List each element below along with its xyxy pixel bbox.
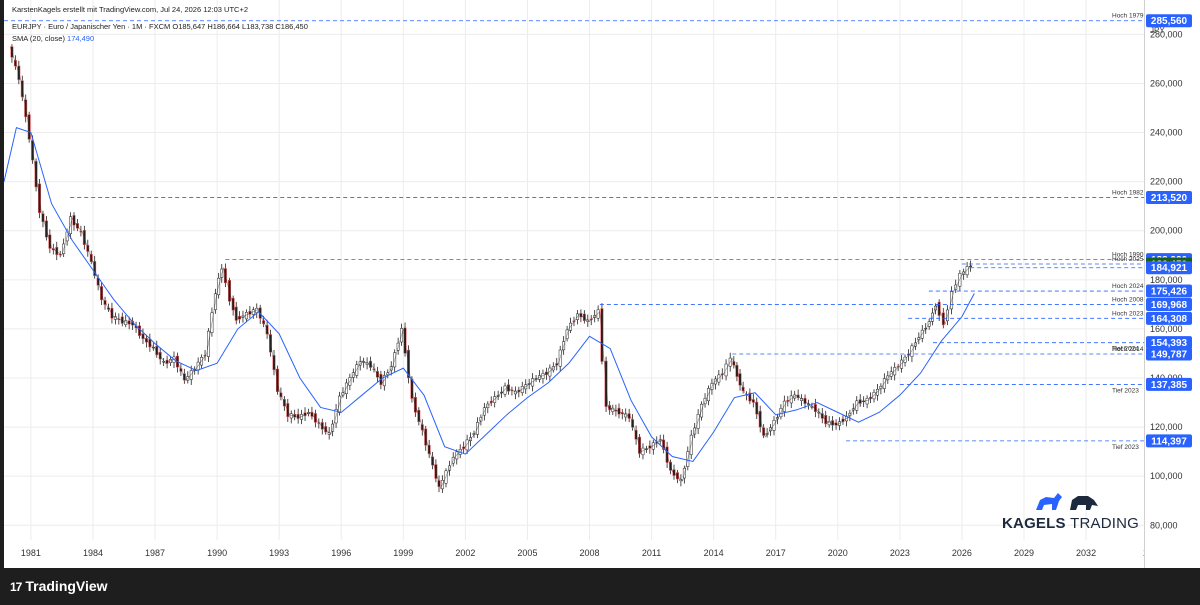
candle-body xyxy=(162,361,166,363)
candle-body xyxy=(748,392,752,402)
candle-body xyxy=(900,359,904,369)
candle-body xyxy=(455,451,459,460)
candle-body xyxy=(289,413,293,419)
chart-credit: KarstenKagels erstellt mit TradingView.c… xyxy=(12,5,249,14)
brand-wordmark: KAGELS TRADING xyxy=(1002,515,1139,532)
price-series-line xyxy=(9,46,973,490)
candle-body xyxy=(465,439,469,451)
x-tick-label: 1996 xyxy=(331,548,351,558)
tradingview-mark-icon: 17 xyxy=(10,580,22,594)
candle-body xyxy=(882,378,886,389)
candle-body xyxy=(548,367,552,377)
symbol-legend[interactable]: EURJPY · Euro / Japanischer Yen · 1M · F… xyxy=(12,22,308,31)
x-tick-label: 1984 xyxy=(83,548,103,558)
candle-body xyxy=(717,374,721,383)
x-tick-label: 2002 xyxy=(455,548,475,558)
level-tag: Hoch 1979 xyxy=(1112,13,1144,20)
price-scale[interactable] xyxy=(1144,0,1200,568)
x-tick-label: 20 xyxy=(1143,548,1144,558)
x-tick-label: 1981 xyxy=(21,548,41,558)
sma-legend[interactable]: SMA (20, close) 174,490 xyxy=(12,34,94,43)
candle-body xyxy=(503,385,507,395)
kagels-trading-watermark: KAGELS TRADING xyxy=(1002,488,1139,536)
symbol-name: EURJPY · Euro / Japanischer Yen · 1M · F… xyxy=(12,22,171,31)
x-tick-label: 2023 xyxy=(890,548,910,558)
level-tag: Hoch 2008 xyxy=(1112,296,1144,303)
tradingview-wordmark: TradingView xyxy=(25,578,108,594)
x-tick-label: 2026 xyxy=(952,548,972,558)
x-tick-label: 2008 xyxy=(580,548,600,558)
candle-body xyxy=(79,231,83,233)
level-tag: Tief 2023 xyxy=(1112,387,1139,394)
x-tick-label: 2011 xyxy=(642,548,661,558)
candle-body xyxy=(855,400,859,411)
x-tick-label: 2005 xyxy=(517,548,537,558)
price-chart[interactable]: 1981 1984 1987 1990 1993 1996 1999 2002 2005 2008… xyxy=(4,0,1144,568)
candle-body xyxy=(865,398,869,405)
x-tick-label: 1999 xyxy=(393,548,413,558)
candle-body xyxy=(596,309,600,319)
candle-body xyxy=(910,345,914,357)
level-tag: Hoch 2025 xyxy=(1112,256,1144,263)
x-tick-label: 1990 xyxy=(207,548,227,558)
x-tick-label: 2020 xyxy=(828,548,848,558)
sma-line xyxy=(4,126,975,463)
level-tag: Hoch 2023 xyxy=(1112,310,1144,317)
candle-body xyxy=(858,399,862,404)
candle-body xyxy=(965,266,969,276)
candle-body xyxy=(893,367,897,376)
candle-body xyxy=(827,421,831,426)
candle-body xyxy=(355,364,359,376)
candle-body xyxy=(313,413,317,423)
sma-value: 174,490 xyxy=(67,34,95,43)
x-tick-label: 2029 xyxy=(1014,548,1034,558)
candle-body xyxy=(72,215,76,226)
tradingview-logo[interactable]: 17 TradingView xyxy=(10,578,108,594)
x-tick-label: 2014 xyxy=(704,548,724,558)
candle-body xyxy=(138,325,141,336)
bull-bear-logo-icon xyxy=(1036,493,1098,510)
currency-label: JPY xyxy=(1150,26,1165,35)
candle-body xyxy=(189,370,193,380)
level-tag: Hoch 2024 xyxy=(1112,283,1144,290)
level-tag: Hoch 2014 xyxy=(1112,346,1144,353)
x-tick-label: 1987 xyxy=(145,548,165,558)
candle-body xyxy=(320,422,324,430)
x-tick-label: 1993 xyxy=(269,548,289,558)
x-tick-label: 2017 xyxy=(766,548,786,558)
chart-panel[interactable]: 1981 1984 1987 1990 1993 1996 1999 2002 2005 2008… xyxy=(4,0,1144,568)
level-tag: Hoch 1990 xyxy=(1112,252,1144,259)
ohlc-values: O185,647 H186,664 L183,738 C186,450 xyxy=(172,22,308,31)
sma-label: SMA (20, close) xyxy=(12,34,65,43)
x-tick-label: 2032 xyxy=(1076,548,1096,558)
level-tag: Tief 2024 xyxy=(1112,346,1139,353)
level-tag: Tief 2023 xyxy=(1112,444,1139,451)
candle-body xyxy=(824,415,828,425)
footer-bar xyxy=(0,568,1200,605)
candle-body xyxy=(124,320,128,325)
level-tag: Hoch 1982 xyxy=(1112,190,1144,197)
candle-body xyxy=(772,420,776,431)
